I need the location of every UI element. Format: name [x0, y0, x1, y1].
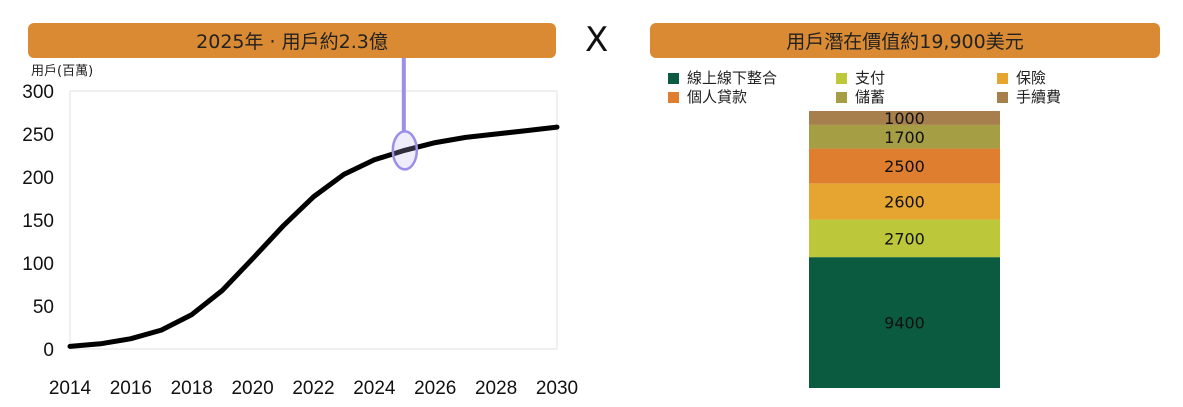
highlight-ellipse [391, 130, 419, 171]
legend-item: 手續費 [997, 88, 1117, 107]
legend-swatch [836, 92, 847, 103]
legend-item: 儲蓄 [836, 88, 997, 107]
y-tick-label: 300 [22, 82, 54, 103]
segment-value-label: 9400 [884, 314, 925, 333]
legend-swatch [836, 73, 847, 84]
stack-segment [809, 111, 1000, 125]
legend-swatch [668, 92, 679, 103]
y-axis-label: 用戶(百萬) [31, 64, 93, 79]
x-tick-label: 2016 [110, 378, 152, 399]
segment-value-label: 1700 [884, 128, 925, 147]
stack-segment [809, 148, 1000, 184]
legend-swatch [668, 73, 679, 84]
stack-segment [809, 124, 1000, 149]
stack-segment [809, 183, 1000, 220]
data-point [281, 224, 285, 228]
data-point [342, 172, 346, 176]
data-point [464, 135, 468, 139]
data-point [433, 141, 437, 145]
x-tick-label: 2020 [231, 378, 273, 399]
segment-value-label: 2700 [884, 229, 925, 248]
x-tick-label: 2014 [49, 378, 92, 399]
stack-segment [809, 257, 1000, 388]
y-tick-label: 150 [22, 211, 54, 232]
data-point [525, 129, 529, 133]
data-point [98, 342, 102, 346]
x-tick-label: 2026 [414, 378, 456, 399]
data-point [159, 328, 163, 332]
data-point [190, 313, 194, 317]
legend-label: 支付 [855, 69, 886, 87]
legend-swatch [997, 92, 1008, 103]
data-point [220, 289, 224, 293]
segment-value-label: 2500 [884, 157, 925, 176]
y-tick-label: 250 [22, 125, 54, 146]
left-chart-title: 2025年 · 用戶約2.3億 [196, 31, 388, 53]
legend-item: 線上線下整合 [668, 69, 836, 88]
right-chart-title-banner: 用戶潛在價值約19,900美元 [650, 23, 1160, 58]
legend-label: 線上線下整合 [687, 69, 778, 87]
x-tick-label: 2028 [475, 378, 517, 399]
y-tick-label: 100 [22, 254, 54, 275]
data-point [403, 148, 407, 152]
x-tick-label: 2022 [292, 378, 334, 399]
segment-value-label: 2600 [884, 192, 925, 211]
x-tick-label: 2018 [171, 378, 213, 399]
left-chart-title-banner: 2025年 · 用戶約2.3億 [28, 23, 556, 58]
multiply-sign: X [585, 20, 609, 60]
data-point [129, 337, 133, 341]
legend-label: 手續費 [1016, 88, 1062, 106]
legend-label: 保險 [1016, 69, 1047, 87]
legend-label: 儲蓄 [855, 88, 886, 106]
data-point [312, 195, 315, 199]
plot-area [69, 90, 558, 350]
data-point [251, 257, 255, 261]
legend-item: 支付 [836, 69, 997, 88]
y-tick-label: 0 [43, 340, 54, 361]
data-point [494, 132, 498, 136]
x-tick-label: 2030 [536, 378, 578, 399]
data-point [372, 158, 376, 162]
data-point [68, 344, 72, 348]
stack-segment [809, 219, 1000, 258]
legend-swatch [997, 73, 1008, 84]
y-tick-label: 50 [33, 297, 54, 318]
data-point [555, 125, 559, 129]
legend-label: 個人貸款 [687, 88, 748, 106]
legend-item: 個人貸款 [668, 88, 836, 107]
right-chart-title: 用戶潛在價值約19,900美元 [786, 31, 1024, 53]
legend-item: 保險 [997, 69, 1117, 88]
x-tick-label: 2024 [353, 378, 396, 399]
y-tick-label: 200 [22, 168, 54, 189]
user-growth-line-chart: 用戶(百萬) 0 50 100 150 200 250 300 2014 2016 2018 2020… [22, 58, 578, 399]
value-breakdown-legend: 線上線下整合 支付 保險個人貸款 儲蓄 手續費 [668, 69, 1108, 107]
segment-value-label: 1000 [884, 109, 925, 128]
